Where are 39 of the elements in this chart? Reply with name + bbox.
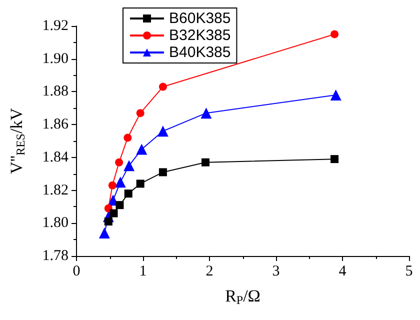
x-tick-label: 5	[405, 264, 413, 280]
point	[157, 126, 168, 137]
x-tick-label: 2	[206, 264, 214, 280]
x-tick-label: 4	[338, 264, 347, 280]
y-tick-label: 1.80	[42, 215, 68, 232]
point	[330, 90, 342, 100]
y-tick-label: 1.90	[42, 50, 68, 67]
y-axis-title: V''RES/kV	[7, 107, 28, 174]
y-tick-label: 1.86	[42, 116, 69, 133]
point	[136, 180, 144, 188]
point	[108, 181, 116, 190]
point	[202, 158, 210, 166]
point	[330, 30, 339, 38]
point	[124, 190, 132, 198]
point	[330, 155, 339, 164]
point	[110, 209, 118, 218]
y-tick-label: 1.88	[42, 84, 68, 100]
y-tick-label: 1.82	[42, 182, 68, 198]
point	[124, 160, 135, 172]
point	[136, 109, 144, 118]
point	[158, 168, 167, 176]
point	[115, 158, 124, 166]
legend-label: B32K385	[169, 27, 231, 44]
x-tick-label: 1	[139, 264, 147, 280]
y-tick-label: 1.84	[42, 149, 69, 166]
point	[158, 82, 167, 91]
x-tick-label: 3	[272, 264, 280, 280]
point	[136, 144, 148, 155]
point	[116, 201, 124, 210]
point	[200, 108, 212, 119]
y-tick-label: 1.78	[42, 248, 68, 264]
point	[104, 218, 112, 226]
point	[114, 176, 126, 188]
point	[98, 228, 110, 238]
x-tick-label: 0	[72, 264, 80, 280]
y-tick-label: 1.92	[42, 18, 68, 34]
point	[124, 134, 132, 142]
legend-label: B60K385	[169, 10, 231, 27]
legend-label: B40K385	[169, 44, 231, 61]
